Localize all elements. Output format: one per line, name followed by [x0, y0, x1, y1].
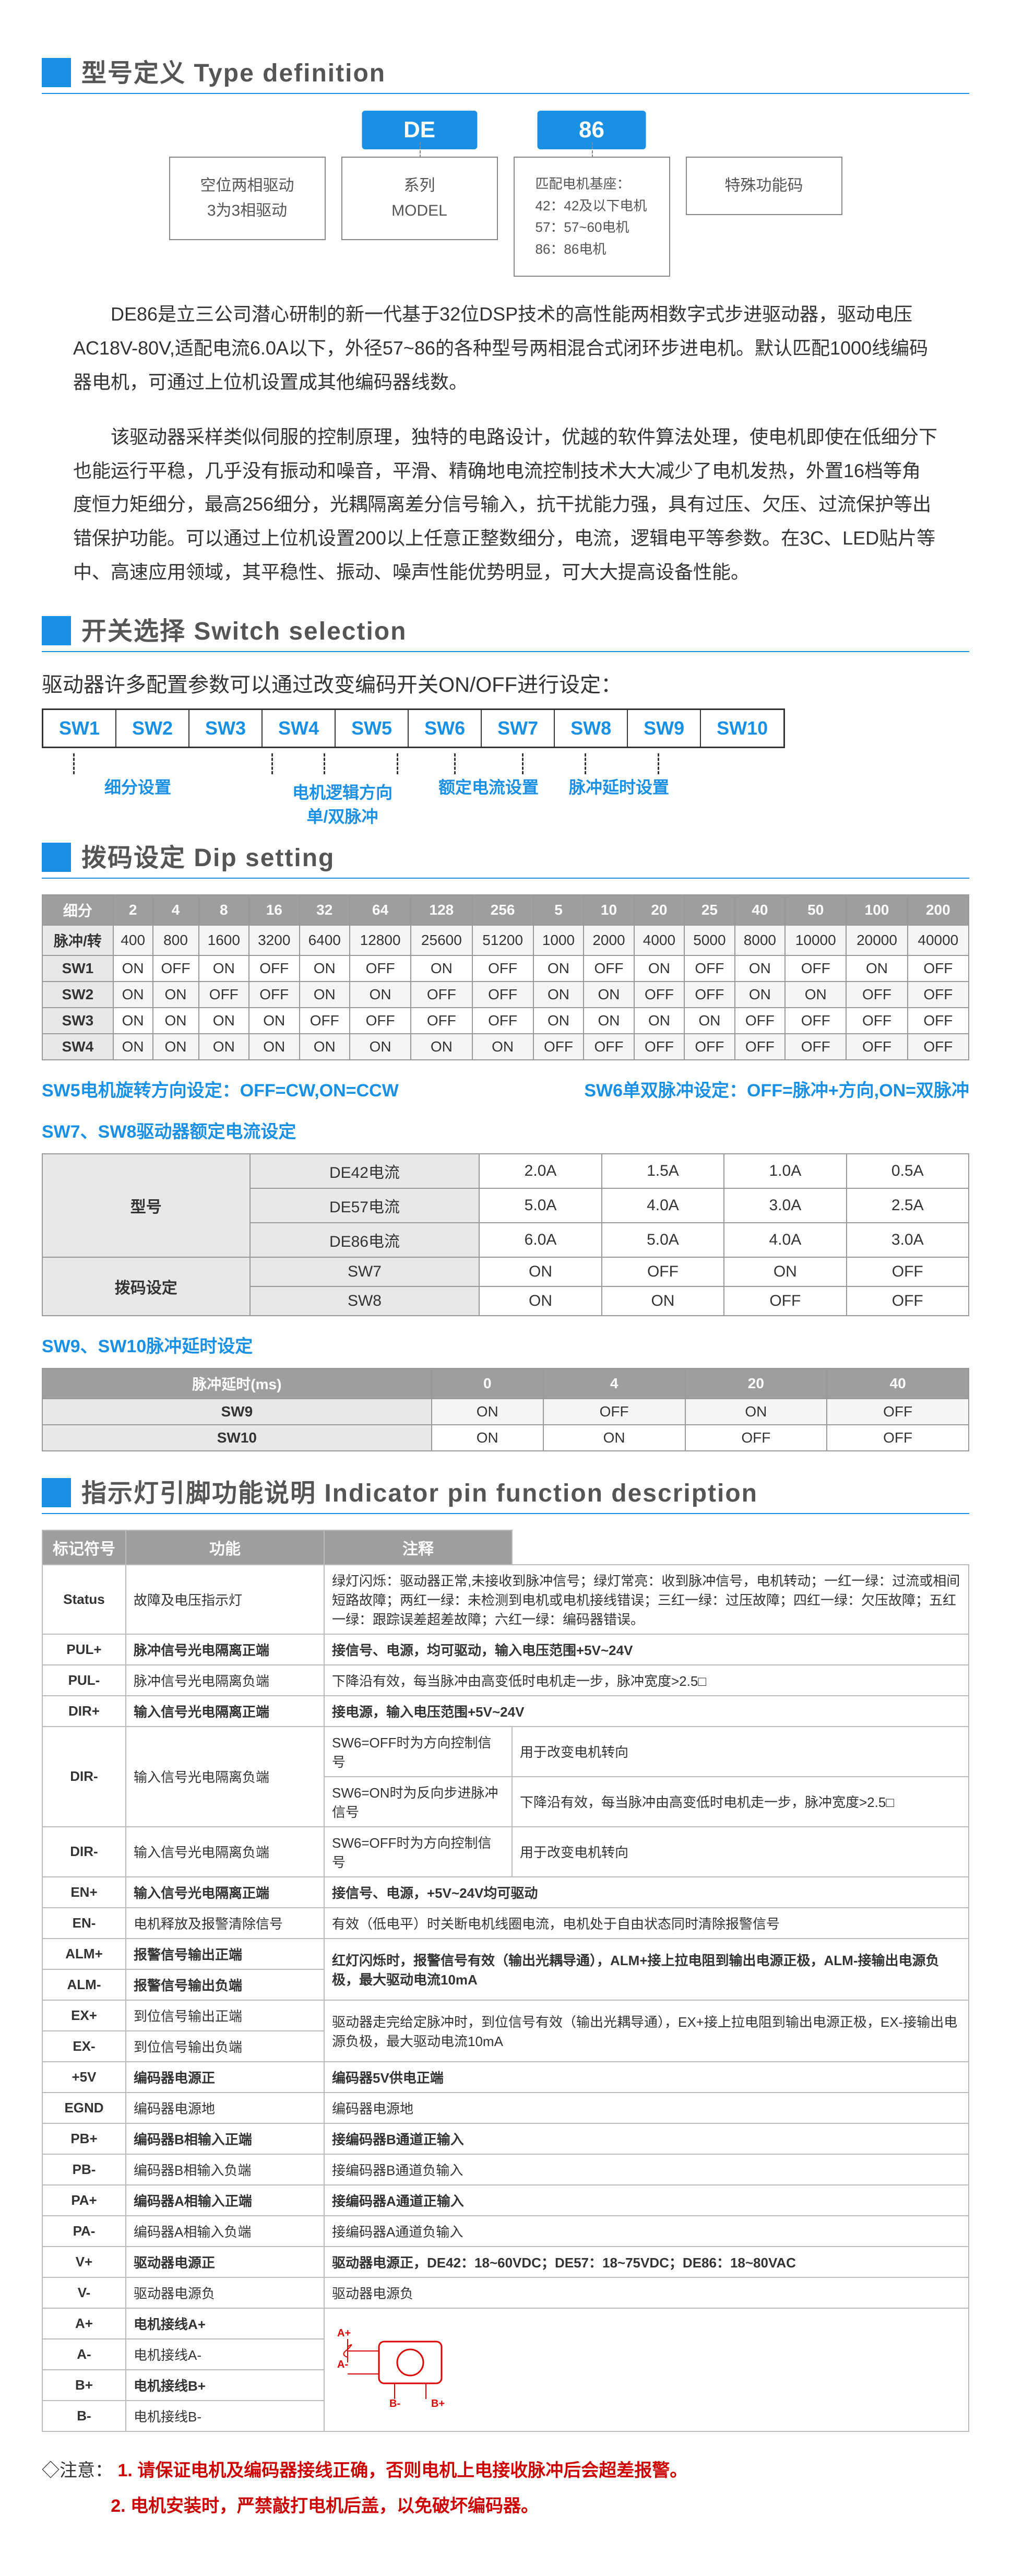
- section-indicator: 指示灯引脚功能说明 Indicator pin function descrip…: [42, 1472, 969, 1514]
- svg-text:B+: B+: [431, 2398, 445, 2409]
- switch-cell: SW8: [555, 710, 628, 747]
- notice-label: ◇注意：: [42, 2461, 113, 2480]
- svg-text:B-: B-: [389, 2398, 400, 2409]
- type-box-motor: 86 匹配电机基座： 42：42及以下电机 57：57~60电机 86：86电机: [514, 157, 670, 277]
- type-box-phase: 空位两相驱动 3为3相驱动: [169, 157, 326, 240]
- switch-cell: SW6: [409, 710, 482, 747]
- notice-1: 1. 请保证电机及编码器接线正确，否则电机上电接收脉冲后会超差报警。: [117, 2461, 687, 2480]
- sw-label-direction: 电机逻辑方向 单/双脉冲: [292, 779, 392, 828]
- switch-cell: SW1: [43, 710, 116, 747]
- sw6-note: SW6单双脉冲设定：OFF=脉冲+方向,ON=双脉冲: [584, 1076, 969, 1102]
- sw-label-delay: 脉冲延时设置: [569, 774, 669, 798]
- section-title: 拨码设定 Dip setting: [81, 837, 335, 878]
- switch-cell: SW5: [336, 710, 409, 747]
- switch-cell: SW7: [482, 710, 555, 747]
- notice-2: 2. 电机安装时，严禁敲打电机后盖，以免破坏编码器。: [111, 2496, 539, 2516]
- pin-table: 标记符号功能注释Status故障及电压指示灯绿灯闪烁：驱动器正常,未接收到脉冲信…: [42, 1530, 969, 2432]
- dip-table: 细分24816326412825651020254050100200脉冲/转40…: [42, 894, 969, 1060]
- section-switch-selection: 开关选择 Switch selection: [42, 610, 969, 652]
- motor-wiring-diagram: A+ A- B- B+: [332, 2326, 478, 2409]
- notice: ◇注意： 1. 请保证电机及编码器接线正确，否则电机上电接收脉冲后会超差报警。 …: [42, 2453, 969, 2524]
- description-2: 该驱动器采样类似伺服的控制原理，独特的电路设计，优越的软件算法处理，使电机即使在…: [73, 420, 938, 589]
- sw5-sw6-notes: SW5电机旋转方向设定：OFF=CW,ON=CCW SW6单双脉冲设定：OFF=…: [42, 1076, 969, 1102]
- description-1: DE86是立三公司潜心研制的新一代基于32位DSP技术的高性能两相数字式步进驱动…: [73, 298, 938, 399]
- switch-cell: SW3: [189, 710, 263, 747]
- sw5-note: SW5电机旋转方向设定：OFF=CW,ON=CCW: [42, 1076, 399, 1102]
- section-marker: [42, 616, 71, 645]
- switch-intro: 驱动器许多配置参数可以通过改变编码开关ON/OFF进行设定：: [42, 668, 969, 698]
- sw-label-current: 额定电流设置: [438, 774, 539, 798]
- section-type-definition: 型号定义 Type definition: [42, 52, 969, 94]
- section-marker: [42, 58, 71, 87]
- current-table: 型号DE42电流2.0A1.5A1.0A0.5ADE57电流5.0A4.0A3.…: [42, 1153, 969, 1316]
- switch-cell: SW9: [628, 710, 701, 747]
- sw78-title: SW7、SW8驱动器额定电流设定: [42, 1117, 969, 1143]
- sw910-title: SW9、SW10脉冲延时设定: [42, 1332, 969, 1357]
- section-marker: [42, 1478, 71, 1507]
- switch-row: SW1SW2SW3SW4SW5SW6SW7SW8SW9SW10: [42, 708, 785, 748]
- section-marker: [42, 843, 71, 872]
- delay-table: 脉冲延时(ms)042040SW9ONOFFONOFFSW10ONONOFFOF…: [42, 1368, 969, 1451]
- svg-text:A-: A-: [337, 2359, 348, 2370]
- section-dip-setting: 拨码设定 Dip setting: [42, 837, 969, 879]
- switch-cell: SW4: [263, 710, 336, 747]
- switch-cell: SW10: [701, 710, 783, 747]
- section-title: 开关选择 Switch selection: [81, 610, 407, 651]
- switch-cell: SW2: [116, 710, 189, 747]
- sw-label-subdivision: 细分设置: [104, 774, 171, 798]
- section-title: 型号定义 Type definition: [81, 52, 386, 93]
- type-definition-boxes: 空位两相驱动 3为3相驱动 DE 系列 MODEL 86 匹配电机基座： 42：…: [42, 157, 969, 277]
- switch-group-labels: 细分设置 电机逻辑方向 单/双脉冲 额定电流设置 脉冲延时设置: [42, 753, 969, 816]
- type-box-model: DE 系列 MODEL: [341, 157, 498, 240]
- type-box-special: 特殊功能码: [686, 157, 842, 215]
- svg-text:A+: A+: [337, 2327, 351, 2339]
- section-title: 指示灯引脚功能说明 Indicator pin function descrip…: [81, 1472, 758, 1513]
